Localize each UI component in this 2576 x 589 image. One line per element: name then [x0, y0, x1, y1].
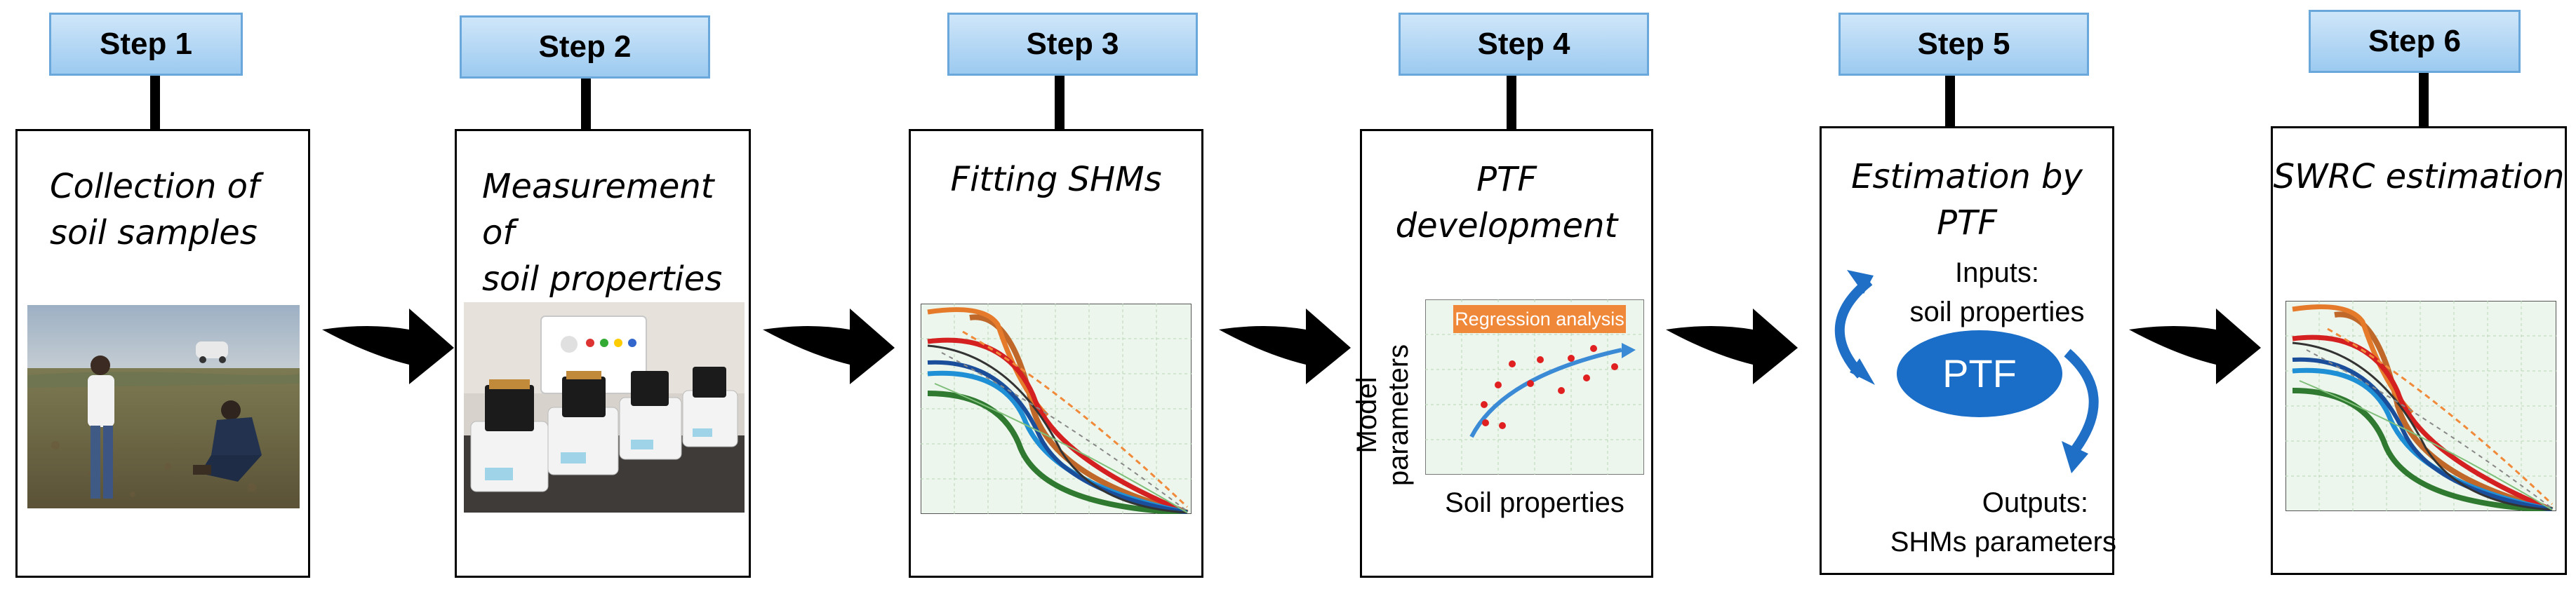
x-axis-label: Soil properties — [1445, 487, 1624, 518]
retention-curves-chart — [921, 304, 1192, 514]
step-1-label-text: Step 1 — [99, 27, 193, 61]
step-6-title: SWRC estimation — [2273, 154, 2565, 200]
step-1-title: Collection of soil samples — [50, 163, 308, 256]
step-1-title-line1: Collection of — [50, 167, 260, 206]
step-2-panel: Measurement of soil properties — [455, 129, 751, 578]
step-5-label-text: Step 5 — [1917, 27, 2010, 61]
flow-arrow-4 — [1666, 309, 1798, 384]
step-1-connector — [150, 76, 160, 129]
step-6-connector — [2419, 73, 2429, 126]
step-1-panel: Collection of soil samples — [15, 129, 310, 578]
step-2-title-line2: soil properties — [482, 259, 723, 299]
flow-arrow-3 — [1219, 309, 1351, 384]
step-5-title-text: Estimation by PTF — [1851, 157, 2083, 243]
step-2-title-line1: Measurement of — [482, 167, 714, 252]
step-2-label: Step 2 — [460, 15, 710, 79]
flow-arrow-5 — [2129, 309, 2261, 384]
step-5-title: Estimation by PTF — [1822, 154, 2112, 246]
step-4-panel: PTF development Model parameters Regress… — [1352, 129, 1653, 578]
ptf-inputs-label: Inputs: soil properties — [1906, 253, 2088, 332]
step-1-label: Step 1 — [49, 13, 243, 76]
step-3-title-text: Fitting SHMs — [950, 160, 1162, 199]
field-sampling-photo — [27, 305, 300, 508]
step-5-label: Step 5 — [1838, 13, 2089, 76]
inputs-line2: soil properties — [1909, 297, 2085, 327]
step-3-connector — [1055, 76, 1065, 129]
step-2-connector — [581, 79, 591, 129]
step-3-label-text: Step 3 — [1026, 27, 1119, 61]
step-5-connector — [1945, 76, 1955, 126]
step-1-title-line2: soil samples — [50, 213, 258, 252]
regression-badge — [1453, 305, 1626, 333]
step-4-label: Step 4 — [1399, 13, 1649, 76]
ptf-outputs-label: Outputs: SHMs parameters — [1864, 483, 2116, 562]
ptf-flow-graphic — [1834, 270, 2099, 473]
ptf-ellipse — [1897, 330, 2062, 417]
lab-instruments-photo — [464, 302, 745, 513]
step-3-panel: Fitting SHMs — [909, 129, 1203, 578]
outputs-line2: SHMs parameters — [1890, 527, 2116, 557]
step-4-connector — [1507, 76, 1516, 129]
step-2-label-text: Step 2 — [538, 29, 632, 64]
regression-plot — [1425, 299, 1644, 475]
step-6-label: Step 6 — [2309, 10, 2521, 73]
step-3-label: Step 3 — [947, 13, 1198, 76]
step-6-label-text: Step 6 — [2368, 24, 2462, 58]
flow-arrow-1 — [322, 309, 454, 384]
flow-arrow-2 — [763, 309, 895, 384]
step-6-title-text: SWRC estimation — [2273, 157, 2565, 196]
step-5-panel: Estimation by PTF Inputs: soil propertie… — [1820, 126, 2116, 575]
y-axis-label: Model parameters — [1352, 344, 1414, 487]
regression-badge-text: Regression analysis — [1455, 309, 1624, 330]
step-4-label-text: Step 4 — [1477, 27, 1570, 61]
step-4-title-text: PTF development — [1395, 160, 1618, 245]
inputs-line1: Inputs: — [1954, 257, 2040, 288]
ptf-label: PTF — [1942, 351, 2017, 395]
step-2-title: Measurement of soil properties — [482, 163, 749, 302]
swrc-estimation-chart — [2285, 301, 2556, 511]
outputs-line1: Outputs: — [1982, 487, 2088, 518]
step-4-title: PTF development — [1362, 156, 1651, 249]
step-3-title: Fitting SHMs — [911, 156, 1201, 203]
step-6-panel: SWRC estimation — [2271, 126, 2567, 575]
